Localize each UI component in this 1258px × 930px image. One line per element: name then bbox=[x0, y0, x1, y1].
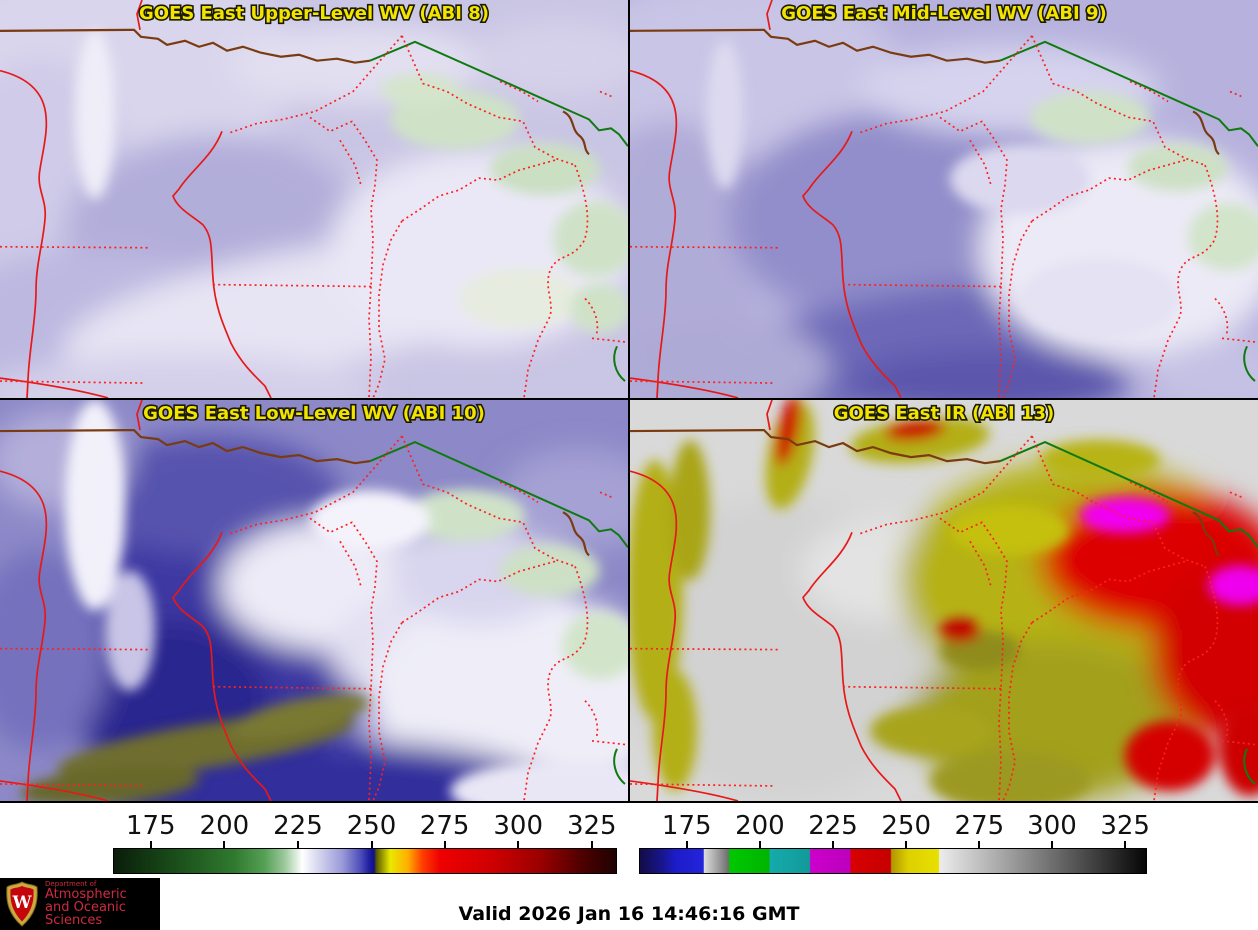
colorbar-tick-mark bbox=[149, 841, 152, 848]
panel-title-abi9: GOES East Mid-Level WV (ABI 9) bbox=[781, 3, 1106, 24]
panel-abi9-mid-level-wv: GOES East Mid-Level WV (ABI 9) bbox=[630, 0, 1258, 398]
colorbar-tick-label: 225 bbox=[273, 811, 323, 841]
colorbar-tick-mark bbox=[590, 841, 593, 848]
panel-title-abi10: GOES East Low-Level WV (ABI 10) bbox=[143, 403, 485, 424]
colorbar-tick-mark bbox=[905, 841, 908, 848]
wv-colorbar-labels: 175 200 225 250 275 300 325 bbox=[113, 811, 617, 841]
colorbar-tick-label: 225 bbox=[808, 811, 858, 841]
svg-text:W: W bbox=[11, 893, 32, 913]
ir-colorbar-labels: 175 200 225 250 275 300 325 bbox=[639, 811, 1150, 841]
panel-title-abi13: GOES East IR (ABI 13) bbox=[834, 403, 1054, 424]
uw-crest-icon: W bbox=[6, 881, 38, 927]
colorbar-tick-mark bbox=[832, 841, 835, 848]
colorbar-tick-label: 275 bbox=[954, 811, 1005, 841]
panel-title-abi8: GOES East Upper-Level WV (ABI 8) bbox=[139, 3, 489, 24]
logo-text: Department of Atmospheric and Oceanic Sc… bbox=[45, 879, 160, 929]
colorbar-tick-mark bbox=[685, 841, 688, 848]
wv-colorbar: 175 200 225 250 275 300 325 bbox=[113, 811, 617, 874]
colorbar-tick-mark bbox=[223, 841, 226, 848]
ir-colorbar: 175 200 225 250 275 300 325 bbox=[639, 811, 1150, 874]
footer: W Department of Atmospheric and Oceanic … bbox=[0, 878, 1258, 930]
logo-line3: and Oceanic Sciences bbox=[45, 899, 126, 929]
colorbar-tick-mark bbox=[443, 841, 446, 848]
colorbar-tick-label: 325 bbox=[1100, 811, 1150, 841]
colorbar-tick-mark bbox=[758, 841, 761, 848]
colorbar-tick-mark bbox=[978, 841, 981, 848]
colorbar-tick-label: 300 bbox=[493, 811, 544, 841]
colorbar-row: 175 200 225 250 275 300 325 175 200 225 250 275 300… bbox=[0, 803, 1258, 878]
wv-colorbar-ticks bbox=[113, 841, 617, 848]
panel-abi8-upper-level-wv: GOES East Upper-Level WV (ABI 8) bbox=[0, 0, 628, 398]
uw-aos-logo: W Department of Atmospheric and Oceanic … bbox=[0, 878, 160, 930]
valid-time-label: Valid 2026 Jan 16 14:46:16 GMT bbox=[458, 903, 800, 925]
ir-colorbar-ticks bbox=[639, 841, 1147, 848]
colorbar-tick-label: 175 bbox=[661, 811, 712, 841]
colorbar-tick-mark bbox=[1051, 841, 1053, 848]
colorbar-tick-label: 200 bbox=[735, 811, 785, 841]
colorbar-tick-label: 250 bbox=[881, 811, 932, 841]
wv-colorbar-gradient bbox=[113, 848, 617, 874]
satellite-panel-grid: GOES East Upper-Level WV (ABI 8) bbox=[0, 0, 1258, 803]
panel-abi10-low-level-wv: GOES East Low-Level WV (ABI 10) bbox=[0, 400, 628, 801]
colorbar-tick-label: 200 bbox=[199, 811, 250, 841]
colorbar-tick-mark bbox=[296, 841, 299, 848]
panel-abi13-ir: GOES East IR (ABI 13) bbox=[630, 400, 1258, 801]
logo-line2: Atmospheric bbox=[45, 886, 127, 902]
logo-dept-line: Department of bbox=[45, 879, 97, 888]
colorbar-tick-label: 250 bbox=[346, 811, 397, 841]
colorbar-tick-label: 275 bbox=[419, 811, 470, 841]
colorbar-tick-mark bbox=[517, 841, 520, 848]
colorbar-tick-label: 175 bbox=[125, 811, 176, 841]
colorbar-tick-mark bbox=[370, 841, 373, 848]
ir-colorbar-gradient bbox=[639, 848, 1147, 874]
colorbar-tick-label: 325 bbox=[566, 811, 617, 841]
colorbar-tick-label: 300 bbox=[1027, 811, 1077, 841]
colorbar-tick-mark bbox=[1124, 841, 1127, 848]
